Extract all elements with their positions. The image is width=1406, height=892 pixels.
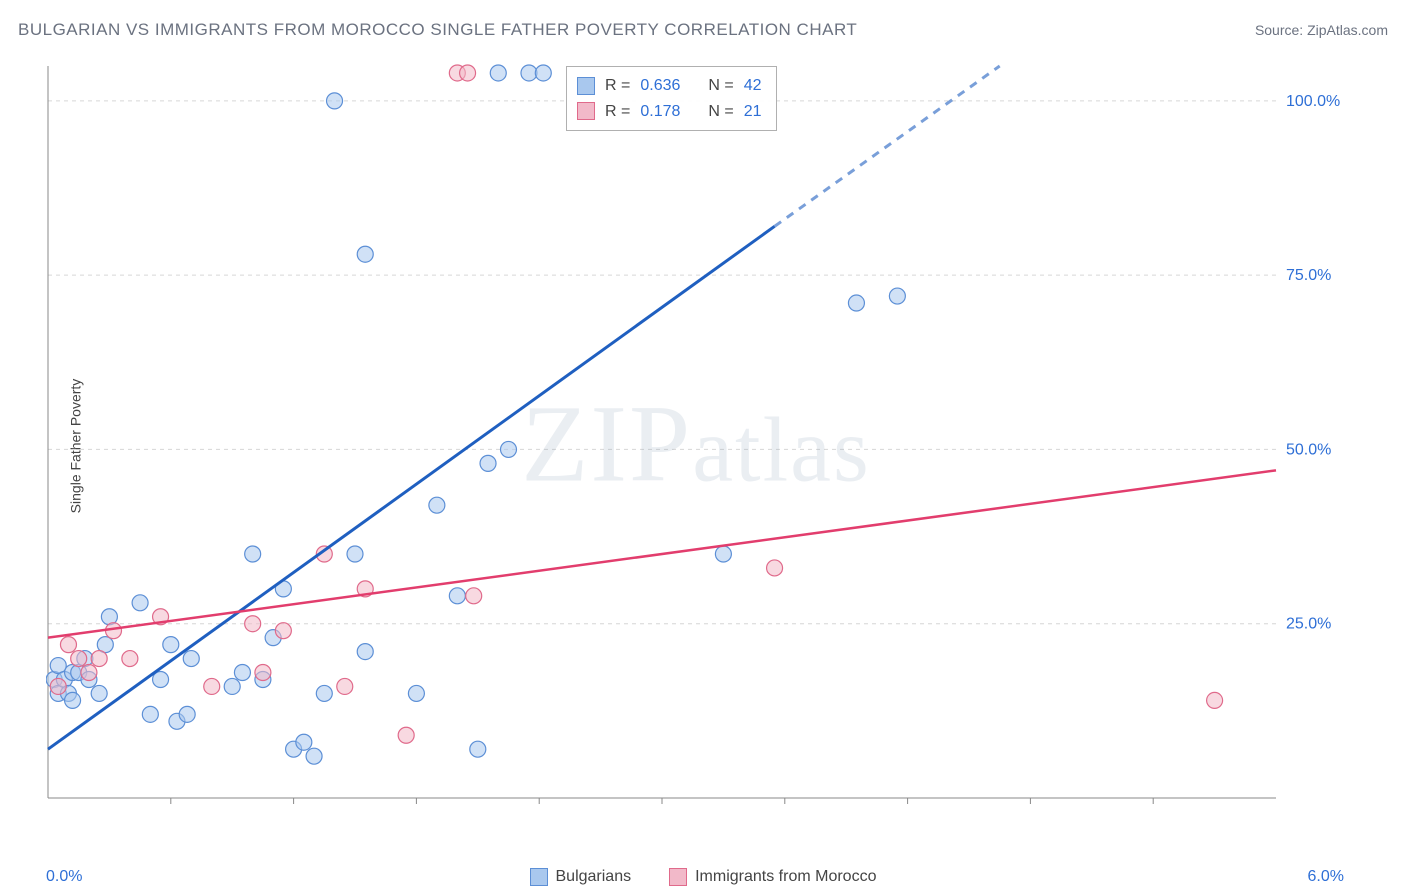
header: BULGARIAN VS IMMIGRANTS FROM MOROCCO SIN…: [18, 20, 1388, 40]
trend-line: [48, 226, 775, 749]
stats-r-label: R =: [605, 99, 630, 125]
chart-svg: 25.0% 50.0% 75.0% 100.0%: [46, 64, 1346, 824]
y-tick-label: 25.0%: [1286, 616, 1331, 633]
data-point: [91, 651, 107, 667]
stats-swatch: [577, 102, 595, 120]
data-point: [848, 295, 864, 311]
data-point: [179, 706, 195, 722]
legend-swatch: [530, 868, 548, 886]
data-point: [275, 623, 291, 639]
stats-r-value: 0.636: [640, 73, 680, 99]
data-point: [224, 678, 240, 694]
y-tick-label: 100.0%: [1286, 93, 1340, 110]
data-point: [337, 678, 353, 694]
legend-item: Immigrants from Morocco: [669, 868, 876, 886]
data-point: [50, 678, 66, 694]
data-point: [183, 651, 199, 667]
data-point: [81, 665, 97, 681]
data-point: [91, 685, 107, 701]
data-point: [245, 546, 261, 562]
data-point: [449, 588, 465, 604]
stats-r-label: R =: [605, 73, 630, 99]
data-point: [327, 93, 343, 109]
data-point: [480, 455, 496, 471]
data-point: [715, 546, 731, 562]
data-point: [357, 246, 373, 262]
data-point: [316, 685, 332, 701]
data-point: [889, 288, 905, 304]
data-point: [132, 595, 148, 611]
stats-n-label: N =: [708, 99, 733, 125]
stats-r-value: 0.178: [640, 99, 680, 125]
trend-line: [48, 470, 1276, 637]
plot-area: 25.0%50.0%75.0%100.0% ZIPatlas R =0.636N…: [46, 64, 1346, 824]
data-point: [460, 65, 476, 81]
data-point: [163, 637, 179, 653]
data-point: [408, 685, 424, 701]
stats-swatch: [577, 77, 595, 95]
y-tick-label: 50.0%: [1286, 441, 1331, 458]
data-point: [65, 692, 81, 708]
stats-row: R = 0.178 N = 21: [577, 99, 762, 125]
data-point: [234, 665, 250, 681]
legend: Bulgarians Immigrants from Morocco: [0, 868, 1406, 886]
data-point: [501, 441, 517, 457]
data-point: [71, 651, 87, 667]
trend-line-extension: [775, 66, 1000, 226]
data-point: [470, 741, 486, 757]
data-point: [142, 706, 158, 722]
data-point: [306, 748, 322, 764]
stats-n-value: 21: [744, 99, 762, 125]
legend-label: Immigrants from Morocco: [695, 868, 876, 886]
legend-label: Bulgarians: [556, 868, 632, 886]
source-label: Source: ZipAtlas.com: [1255, 22, 1388, 38]
stats-box: R = 0.636 N = 42 R = 0.178 N = 21: [566, 66, 777, 131]
data-point: [255, 665, 271, 681]
data-point: [347, 546, 363, 562]
data-point: [1207, 692, 1223, 708]
stats-n-value: 42: [744, 73, 762, 99]
data-point: [466, 588, 482, 604]
data-point: [521, 65, 537, 81]
data-point: [122, 651, 138, 667]
stats-n-label: N =: [708, 73, 733, 99]
data-point: [535, 65, 551, 81]
chart-title: BULGARIAN VS IMMIGRANTS FROM MOROCCO SIN…: [18, 20, 857, 40]
data-point: [357, 644, 373, 660]
data-point: [767, 560, 783, 576]
data-point: [204, 678, 220, 694]
legend-item: Bulgarians: [530, 868, 632, 886]
data-point: [60, 637, 76, 653]
data-point: [296, 734, 312, 750]
data-point: [398, 727, 414, 743]
stats-row: R = 0.636 N = 42: [577, 73, 762, 99]
legend-swatch: [669, 868, 687, 886]
data-point: [490, 65, 506, 81]
data-point: [245, 616, 261, 632]
data-point: [429, 497, 445, 513]
y-tick-label: 75.0%: [1286, 267, 1331, 284]
